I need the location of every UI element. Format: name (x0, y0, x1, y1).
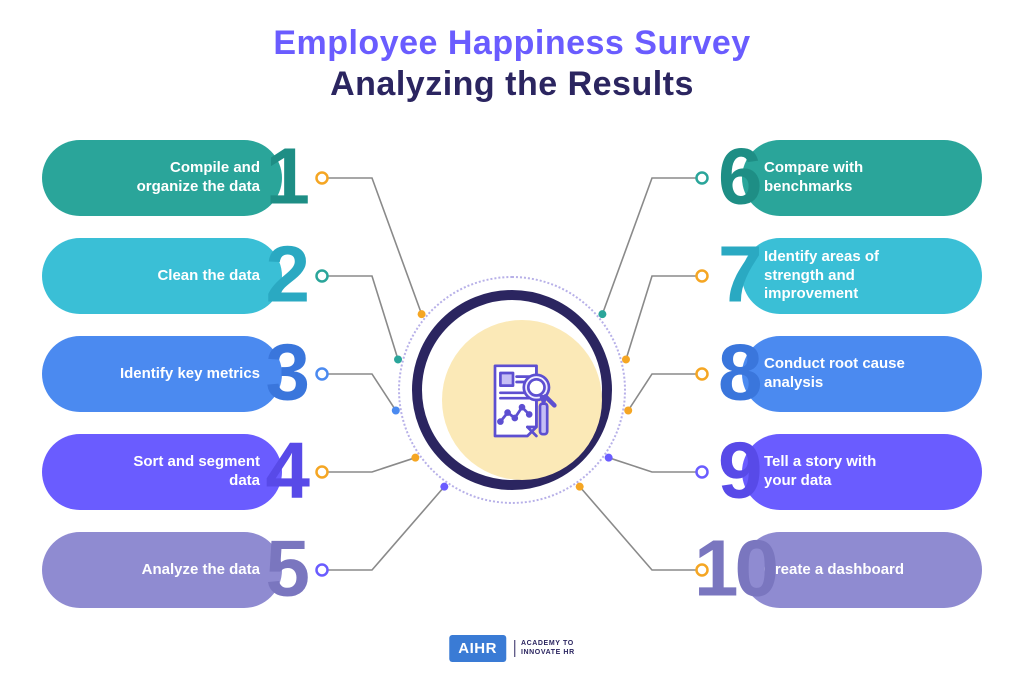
center-graphic (412, 290, 612, 490)
step-pill-8: Conduct root cause analysis8 (742, 336, 982, 412)
connector-line-2 (322, 276, 398, 359)
step-label-7: Identify areas of strength and improveme… (764, 248, 909, 304)
step-label-6: Compare with benchmarks (764, 159, 909, 197)
step-number-6: 6 (718, 136, 759, 216)
step-number-10: 10 (694, 528, 775, 608)
connector-line-3 (322, 374, 396, 410)
outer-ring (412, 290, 612, 490)
connector-dot-7 (697, 271, 708, 282)
footer-text-line1: ACADEMY TO (521, 640, 575, 648)
connector-dot-4 (317, 467, 328, 478)
connector-dot-8 (697, 369, 708, 380)
step-label-2: Clean the data (157, 267, 260, 286)
connector-line-6 (602, 178, 702, 314)
connector-dot-10 (697, 565, 708, 576)
step-pill-7: Identify areas of strength and improveme… (742, 238, 982, 314)
connector-end-dot-7 (622, 355, 630, 363)
connector-line-4 (322, 458, 415, 472)
connector-line-7 (626, 276, 702, 359)
connector-line-9 (609, 458, 702, 472)
step-label-1: Compile and organize the data (115, 159, 260, 197)
step-label-3: Identify key metrics (120, 365, 260, 384)
analysis-icon (477, 355, 567, 445)
connector-line-8 (628, 374, 702, 410)
connector-line-1 (322, 178, 422, 314)
connector-dot-5 (317, 565, 328, 576)
step-label-9: Tell a story with your data (764, 453, 909, 491)
inner-disc (442, 320, 602, 480)
connector-dot-3 (317, 369, 328, 380)
step-number-4: 4 (266, 430, 307, 510)
connector-line-10 (580, 487, 702, 570)
title-line-1: Employee Happiness Survey (0, 24, 1024, 63)
step-pill-6: Compare with benchmarks6 (742, 140, 982, 216)
connector-dot-2 (317, 271, 328, 282)
step-number-3: 3 (266, 332, 307, 412)
footer-logo: AIHR ACADEMY TO INNOVATE HR (449, 635, 574, 662)
footer-badge: AIHR (449, 635, 506, 662)
step-pill-4: Sort and segment data4 (42, 434, 282, 510)
connector-dot-9 (697, 467, 708, 478)
step-number-1: 1 (266, 136, 307, 216)
step-label-10: Create a dashboard (764, 561, 904, 580)
step-pill-2: Clean the data2 (42, 238, 282, 314)
connector-dot-1 (317, 173, 328, 184)
step-pill-5: Analyze the data5 (42, 532, 282, 608)
footer-tagline: ACADEMY TO INNOVATE HR (514, 640, 575, 656)
step-label-8: Conduct root cause analysis (764, 355, 909, 393)
step-pill-10: Create a dashboard10 (742, 532, 982, 608)
connector-line-5 (322, 487, 444, 570)
step-label-5: Analyze the data (142, 561, 260, 580)
step-number-8: 8 (718, 332, 759, 412)
step-label-4: Sort and segment data (115, 453, 260, 491)
footer-text-line2: INNOVATE HR (521, 649, 575, 657)
step-number-7: 7 (718, 234, 759, 314)
title-block: Employee Happiness Survey Analyzing the … (0, 0, 1024, 104)
step-pill-3: Identify key metrics3 (42, 336, 282, 412)
connector-end-dot-8 (624, 406, 632, 414)
step-pill-1: Compile and organize the data1 (42, 140, 282, 216)
step-pill-9: Tell a story with your data9 (742, 434, 982, 510)
step-number-5: 5 (266, 528, 307, 608)
step-number-2: 2 (266, 234, 307, 314)
connector-dot-6 (697, 173, 708, 184)
step-number-9: 9 (718, 430, 759, 510)
title-line-2: Analyzing the Results (0, 65, 1024, 104)
